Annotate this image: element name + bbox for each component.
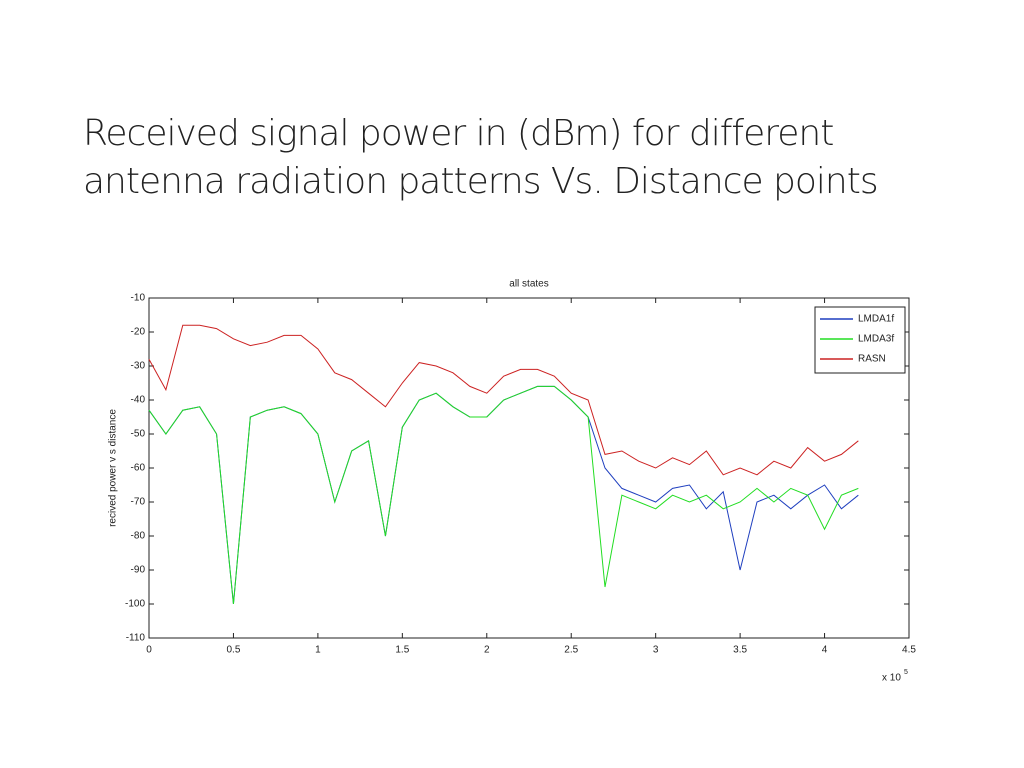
x-tick-label: 4.5 bbox=[902, 645, 916, 656]
slide-title: Received signal power in (dBm) for diffe… bbox=[83, 110, 879, 206]
y-tick-label: -20 bbox=[131, 327, 146, 338]
series-line bbox=[148, 324, 859, 476]
legend-label: LMDA1f bbox=[858, 314, 894, 325]
y-axis-label: recived power v s distance bbox=[108, 409, 119, 527]
legend-label: RASN bbox=[858, 354, 886, 365]
x-tick-label: 0.5 bbox=[226, 645, 240, 656]
title-line: antenna radiation patterns Vs. Distance … bbox=[83, 161, 879, 202]
y-tick-label: -90 bbox=[131, 565, 146, 576]
y-tick-label: -50 bbox=[131, 429, 146, 440]
series-line bbox=[148, 385, 859, 605]
y-tick-label: -80 bbox=[131, 531, 146, 542]
x-tick-label: 2.5 bbox=[564, 645, 578, 656]
y-tick-label: -10 bbox=[131, 293, 146, 304]
legend-box bbox=[814, 306, 906, 374]
x-tick-label: 1 bbox=[315, 645, 321, 656]
y-tick-label: -110 bbox=[126, 633, 146, 644]
chart-title: all states bbox=[509, 279, 548, 290]
y-tick-label: -70 bbox=[131, 497, 146, 508]
y-tick-label: -40 bbox=[131, 395, 146, 406]
x-multiplier-exponent: 5 bbox=[904, 669, 908, 676]
plot-frame bbox=[148, 297, 910, 639]
y-tick-label: -100 bbox=[125, 599, 145, 610]
x-tick-label: 3.5 bbox=[733, 645, 747, 656]
x-tick-label: 4 bbox=[822, 645, 828, 656]
x-tick-label: 1.5 bbox=[395, 645, 409, 656]
x-tick-label: 2 bbox=[484, 645, 490, 656]
x-tick-label: 3 bbox=[653, 645, 659, 656]
y-tick-label: -30 bbox=[131, 361, 146, 372]
y-tick-label: -60 bbox=[131, 463, 146, 474]
title-line: Received signal power in (dBm) for diffe… bbox=[83, 113, 834, 154]
x-tick-label: 0 bbox=[146, 645, 152, 656]
legend-label: LMDA3f bbox=[858, 334, 894, 345]
x-multiplier: x 10 bbox=[882, 673, 901, 684]
